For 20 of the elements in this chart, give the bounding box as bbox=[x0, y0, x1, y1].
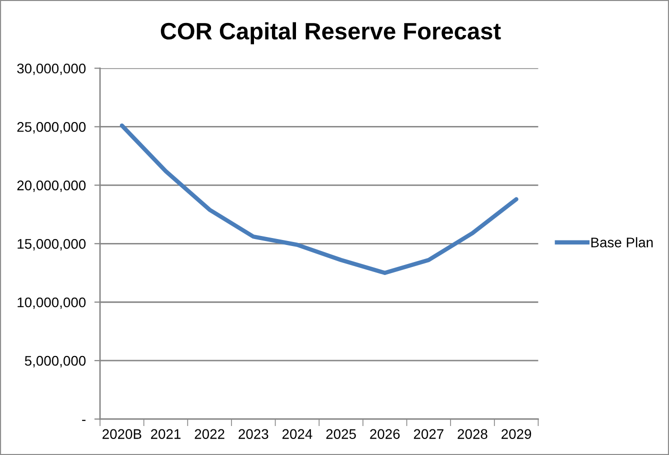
legend-label: Base Plan bbox=[591, 237, 653, 248]
y-tick-label: 5,000,000 bbox=[24, 356, 86, 368]
x-tick-label: 2023 bbox=[238, 429, 268, 439]
x-tick-label: 2029 bbox=[502, 429, 532, 439]
y-tick-label: 10,000,000 bbox=[18, 297, 86, 309]
x-tick-label: 2025 bbox=[326, 429, 356, 439]
x-tick-label: 2028 bbox=[458, 429, 488, 439]
x-tick-label: 2020B bbox=[102, 429, 142, 439]
y-tick-label: 30,000,000 bbox=[17, 64, 86, 76]
x-tick-label: 2022 bbox=[194, 429, 224, 439]
x-tick-label: 2026 bbox=[370, 429, 400, 439]
x-tick-label: 2021 bbox=[150, 429, 181, 439]
line-series bbox=[120, 123, 518, 275]
chart-title: COR Capital Reserve Forecast bbox=[160, 22, 501, 44]
x-tick-label: 2027 bbox=[414, 429, 444, 439]
y-tick-label: 20,000,000 bbox=[17, 180, 86, 192]
y-tick-label: 25,000,000 bbox=[17, 122, 86, 134]
y-tick-label: 15,000,000 bbox=[18, 238, 86, 250]
x-tick-label: 2024 bbox=[282, 429, 312, 439]
y-tick-label: - bbox=[82, 420, 86, 421]
